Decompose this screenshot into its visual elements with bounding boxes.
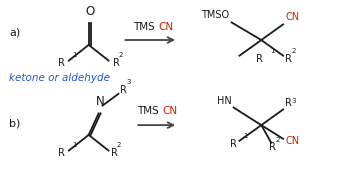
Text: R: R <box>58 148 65 158</box>
Text: CN: CN <box>158 22 173 32</box>
Text: HN: HN <box>217 96 232 105</box>
Text: R: R <box>230 139 237 149</box>
Text: 1: 1 <box>72 142 76 148</box>
Text: R: R <box>269 142 276 152</box>
Text: CN: CN <box>285 12 299 22</box>
Text: a): a) <box>9 27 21 37</box>
Text: R: R <box>58 58 65 67</box>
Text: R: R <box>285 98 292 107</box>
Text: 1: 1 <box>270 48 275 54</box>
Text: O: O <box>85 4 94 18</box>
Text: CN: CN <box>285 136 299 146</box>
Text: 2: 2 <box>275 137 280 143</box>
Text: TMS: TMS <box>133 22 155 32</box>
Text: 1: 1 <box>72 52 76 58</box>
Text: N: N <box>96 96 105 108</box>
Text: TMSO: TMSO <box>202 11 230 20</box>
Text: 1: 1 <box>244 133 248 139</box>
Text: CN: CN <box>162 106 177 116</box>
Text: R: R <box>120 85 127 95</box>
Text: R: R <box>285 54 292 64</box>
Text: 2: 2 <box>117 142 121 148</box>
Text: 2: 2 <box>118 52 123 58</box>
Text: 3: 3 <box>126 79 131 85</box>
Text: TMS: TMS <box>137 106 159 116</box>
Text: 2: 2 <box>291 48 295 54</box>
Text: R: R <box>111 148 117 158</box>
Text: R: R <box>257 54 263 64</box>
Text: b): b) <box>9 118 21 128</box>
Text: R: R <box>112 58 119 67</box>
Text: 3: 3 <box>291 98 295 104</box>
Text: ketone or aldehyde: ketone or aldehyde <box>9 73 110 83</box>
